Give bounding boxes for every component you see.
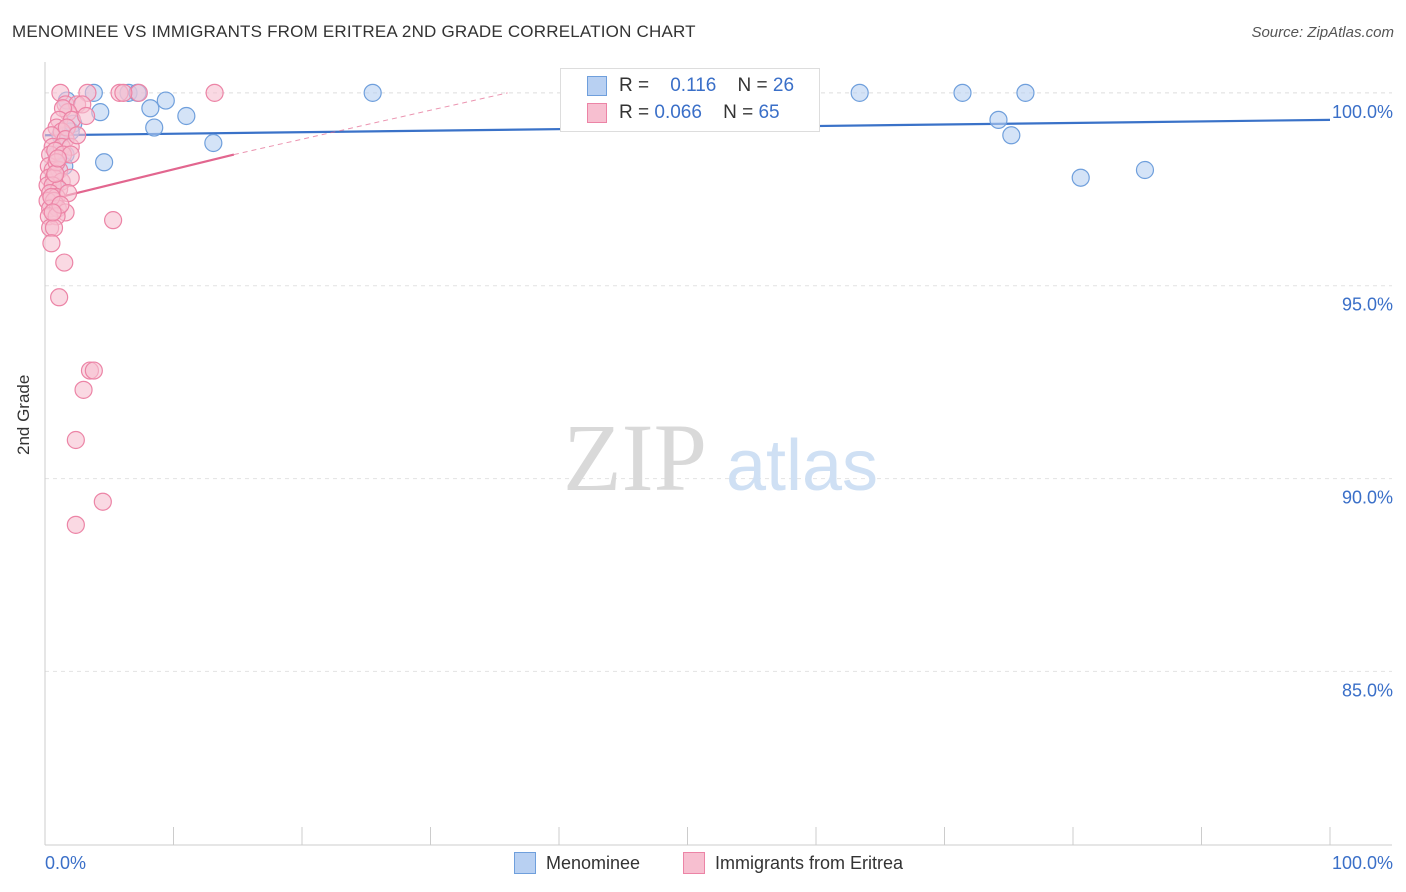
eritrea-point: [50, 288, 69, 307]
eritrea-point: [74, 380, 93, 399]
x-tick-label: 0.0%: [45, 853, 86, 873]
eritrea-point: [77, 106, 96, 126]
axes: [44, 62, 1392, 846]
menominee-point: [1016, 83, 1035, 102]
eritrea-point: [129, 83, 148, 102]
x-tick-label: 100.0%: [1332, 853, 1393, 873]
eritrea-point: [44, 218, 64, 237]
legend-item-menominee: Menominee: [514, 852, 640, 874]
legend-swatch-blue: [587, 76, 607, 96]
series-legend: Menominee Immigrants from Eritrea: [0, 852, 1406, 878]
y-tick-label: 85.0%: [1342, 680, 1393, 700]
legend-swatch-blue: [514, 852, 536, 874]
menominee-point: [141, 99, 160, 118]
eritrea-point: [66, 430, 85, 450]
legend-item-label: Menominee: [546, 852, 641, 873]
menominee-point: [204, 133, 223, 153]
eritrea-point: [46, 164, 65, 183]
chart-title: MENOMINEE VS IMMIGRANTS FROM ERITREA 2ND…: [12, 22, 696, 41]
eritrea-point: [68, 126, 87, 145]
eritrea-point: [55, 253, 74, 272]
legend-r-label: R =: [619, 102, 650, 123]
tick-labels: 85.0% 90.0% 95.0% 100.0% 0.0% 100.0%: [45, 102, 1393, 873]
legend-n-label: N =: [737, 75, 768, 96]
legend-item-label: Immigrants from Eritrea: [715, 852, 904, 873]
menominee-point: [850, 83, 869, 102]
legend-n-label: N =: [723, 102, 754, 123]
legend-row-eritrea: R = 0.066 N = 65: [587, 100, 780, 126]
menominee-point: [989, 110, 1008, 129]
legend-swatch-pink: [683, 852, 705, 874]
legend-n-value: 26: [772, 75, 795, 96]
eritrea-point: [66, 515, 85, 534]
legend-item-eritrea: Immigrants from Eritrea: [683, 852, 903, 874]
menominee-point: [156, 91, 175, 110]
legend-n-value: 65: [758, 102, 780, 123]
menominee-point: [363, 83, 382, 102]
eritrea-point: [48, 149, 67, 168]
menominee-point: [1002, 126, 1021, 145]
legend-r-label: R =: [619, 75, 650, 96]
y-tick-label: 100.0%: [1332, 102, 1393, 122]
source-label: Source: ZipAtlas.com: [1251, 24, 1394, 41]
legend-row-menominee: R = 0.116 N = 26: [587, 73, 794, 99]
eritrea-point: [93, 492, 112, 511]
eritrea-trend-extension: [233, 92, 508, 156]
menominee-point: [953, 83, 972, 102]
watermark-zip: ZIP: [563, 404, 707, 511]
menominee-point: [145, 118, 164, 137]
eritrea-point: [104, 211, 123, 230]
legend-swatch-pink: [587, 103, 607, 123]
watermark: ZIP atlas: [563, 404, 878, 511]
menominee-point: [1071, 168, 1090, 187]
grid-lines: [45, 92, 1392, 672]
eritrea-point: [114, 83, 133, 102]
menominee-point: [1135, 160, 1155, 180]
y-tick-label: 90.0%: [1342, 488, 1393, 508]
eritrea-point: [205, 83, 224, 102]
stats-legend: R = 0.116 N = 26 R = 0.066 N = 65: [560, 68, 820, 132]
eritrea-point: [42, 234, 61, 253]
watermark-atlas: atlas: [726, 426, 878, 506]
eritrea-point: [43, 203, 62, 222]
menominee-point: [177, 106, 196, 126]
y-tick-label: 95.0%: [1342, 295, 1393, 315]
menominee-point: [95, 153, 114, 172]
legend-r-value: 0.066: [654, 102, 702, 123]
y-axis-label: 2nd Grade: [14, 374, 33, 455]
eritrea-point: [84, 361, 103, 380]
legend-r-value: 0.116: [670, 75, 717, 96]
data-points: [38, 83, 1155, 534]
